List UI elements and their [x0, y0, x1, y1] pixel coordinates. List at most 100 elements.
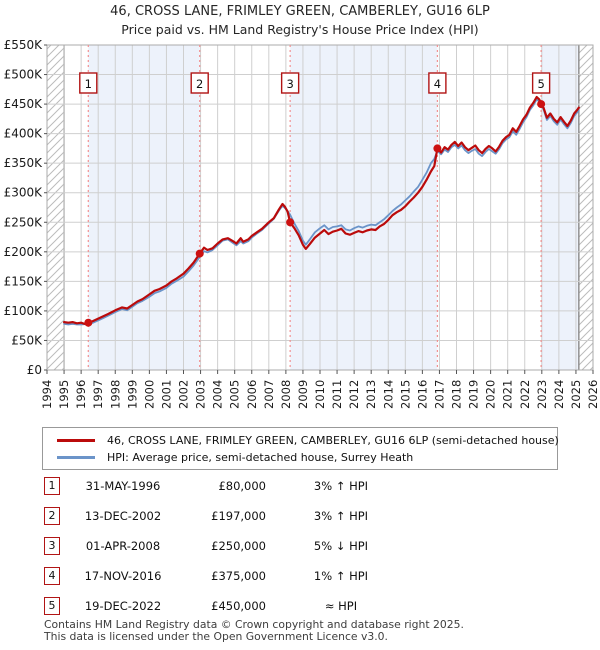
x-axis-label: 2007 [262, 380, 276, 409]
sale-number-badge: 5 [44, 596, 60, 615]
legend-item-property: 46, CROSS LANE, FRIMLEY GREEN, CAMBERLEY… [43, 432, 559, 449]
y-axis-label: £400K [4, 127, 44, 141]
y-axis-label: £500K [4, 68, 44, 82]
sale-number-box [531, 72, 551, 94]
y-axis-label: £450K [4, 97, 44, 111]
sale-price: £250,000 [211, 538, 266, 553]
sale-number-box [428, 72, 447, 94]
y-axis-label: £200K [4, 245, 44, 259]
footer-line-1: Contains HM Land Registry data © Crown c… [44, 618, 464, 631]
x-axis-label: 2010 [313, 380, 327, 409]
x-axis-label: 2019 [467, 380, 481, 409]
x-axis-label: 2025 [569, 380, 583, 409]
hpi-line [63, 98, 580, 326]
x-axis-label: 2016 [415, 380, 429, 409]
chart-plot-area: 1 2 3 4 5 £0 £50K £100K £150K £200K £250K £300K £350… [4, 38, 600, 409]
license-footer: Contains HM Land Registry data © Crown c… [44, 619, 584, 643]
sale-marker [433, 144, 442, 153]
x-axis-label: 2021 [501, 380, 515, 409]
page-title: 46, CROSS LANE, FRIMLEY GREEN, CAMBERLEY… [110, 4, 490, 19]
sales-table: 1 31-MAY-1996 £80,000 3% ↑ HPI 2 13-DEC-… [44, 476, 564, 626]
x-axis-label: 2022 [518, 380, 532, 409]
x-axis-label: 1995 [57, 380, 71, 409]
x-axis-label: 2017 [432, 380, 446, 409]
sale-marker [84, 318, 93, 327]
sale-marker [537, 100, 546, 109]
no-data-hatch [578, 45, 593, 370]
hpi-line-swatch [57, 456, 95, 459]
y-axis-label: £0 [27, 363, 42, 377]
property-line-swatch [57, 439, 95, 442]
x-axis-label: 2013 [364, 380, 378, 409]
sale-date: 17-NOV-2016 [84, 568, 162, 583]
legend-label-hpi: HPI: Average price, semi-detached house,… [107, 451, 414, 464]
x-axis-label: 2001 [159, 380, 173, 409]
y-axis-label: £150K [4, 274, 44, 288]
y-axis-label: £350K [4, 156, 44, 170]
x-axis-label: 1999 [125, 380, 139, 409]
x-axis-label: 2009 [296, 380, 310, 409]
sale-hpi-delta: ≈ HPI [324, 598, 358, 613]
sale-price: £375,000 [211, 568, 266, 583]
ownership-period-band [290, 45, 438, 370]
x-axis-label: 2003 [194, 380, 208, 409]
table-row: 5 19-DEC-2022 £450,000 ≈ HPI [44, 596, 564, 615]
sale-date: 19-DEC-2022 [84, 598, 162, 613]
x-axis-label: 1994 [40, 380, 54, 409]
ownership-period-band [541, 45, 579, 370]
x-axis-label: 2005 [228, 380, 242, 409]
x-axis-label: 2015 [398, 380, 412, 409]
x-axis-label: 2000 [142, 380, 156, 409]
y-axis-label: £250K [4, 215, 44, 229]
sale-date: 13-DEC-2002 [84, 508, 162, 523]
x-axis-label: 2020 [484, 380, 498, 409]
sale-number-label: 5 [537, 77, 544, 91]
sale-number-badge: 3 [44, 536, 60, 555]
y-axis-label: £300K [4, 186, 44, 200]
legend-item-hpi: HPI: Average price, semi-detached house,… [43, 449, 557, 466]
sale-number-label: 2 [196, 77, 203, 91]
sale-price: £450,000 [211, 598, 266, 613]
sale-price: £80,000 [218, 478, 266, 493]
chart-legend: 46, CROSS LANE, FRIMLEY GREEN, CAMBERLEY… [42, 427, 559, 470]
sale-number-badge: 2 [44, 506, 60, 525]
sale-hpi-delta: 3% ↑ HPI [313, 508, 369, 523]
y-axis-label: £550K [4, 38, 44, 52]
sale-date: 31-MAY-1996 [85, 478, 161, 493]
table-row: 2 13-DEC-2002 £197,000 3% ↑ HPI [44, 506, 564, 525]
x-axis-label: 2006 [245, 380, 259, 409]
table-row: 4 17-NOV-2016 £375,000 1% ↑ HPI [44, 566, 564, 585]
x-axis-label: 2004 [211, 380, 225, 409]
sale-price: £197,000 [211, 508, 266, 523]
table-row: 3 01-APR-2008 £250,000 5% ↓ HPI [44, 536, 564, 555]
sale-marker [195, 249, 204, 258]
sale-number-label: 3 [286, 77, 293, 91]
property-line [62, 95, 580, 325]
x-axis-label: 2012 [347, 380, 361, 409]
x-axis-label: 2026 [586, 380, 600, 409]
footer-line-2: This data is licensed under the Open Gov… [44, 630, 388, 643]
price-history-chart[interactable]: 1 2 3 4 5 £0 £50K £100K £150K £200K £250K £300K £350… [0, 0, 600, 425]
sale-hpi-delta: 3% ↑ HPI [313, 478, 369, 493]
sale-hpi-delta: 1% ↑ HPI [313, 568, 369, 583]
sale-number-label: 4 [434, 77, 441, 91]
x-axis-label: 2024 [552, 380, 566, 409]
sale-marker [286, 218, 295, 227]
sale-date: 01-APR-2008 [85, 538, 161, 553]
y-axis-label: £50K [11, 333, 43, 347]
ownership-period-band [88, 45, 200, 370]
sale-number-box [190, 72, 209, 94]
sale-number-box [280, 72, 300, 94]
sale-number-badge: 4 [44, 566, 60, 585]
sale-number-box [79, 72, 98, 94]
page-subtitle: Price paid vs. HM Land Registry's House … [121, 22, 479, 37]
table-row: 1 31-MAY-1996 £80,000 3% ↑ HPI [44, 476, 564, 495]
x-axis-label: 2023 [535, 380, 549, 409]
x-axis-label: 2002 [177, 380, 191, 409]
x-axis-label: 1996 [74, 380, 88, 409]
x-axis-label: 2008 [279, 380, 293, 409]
sale-hpi-delta: 5% ↓ HPI [313, 538, 369, 553]
x-axis-label: 2018 [450, 380, 464, 409]
sale-number-badge: 1 [44, 476, 60, 495]
sale-number-label: 1 [85, 77, 92, 91]
